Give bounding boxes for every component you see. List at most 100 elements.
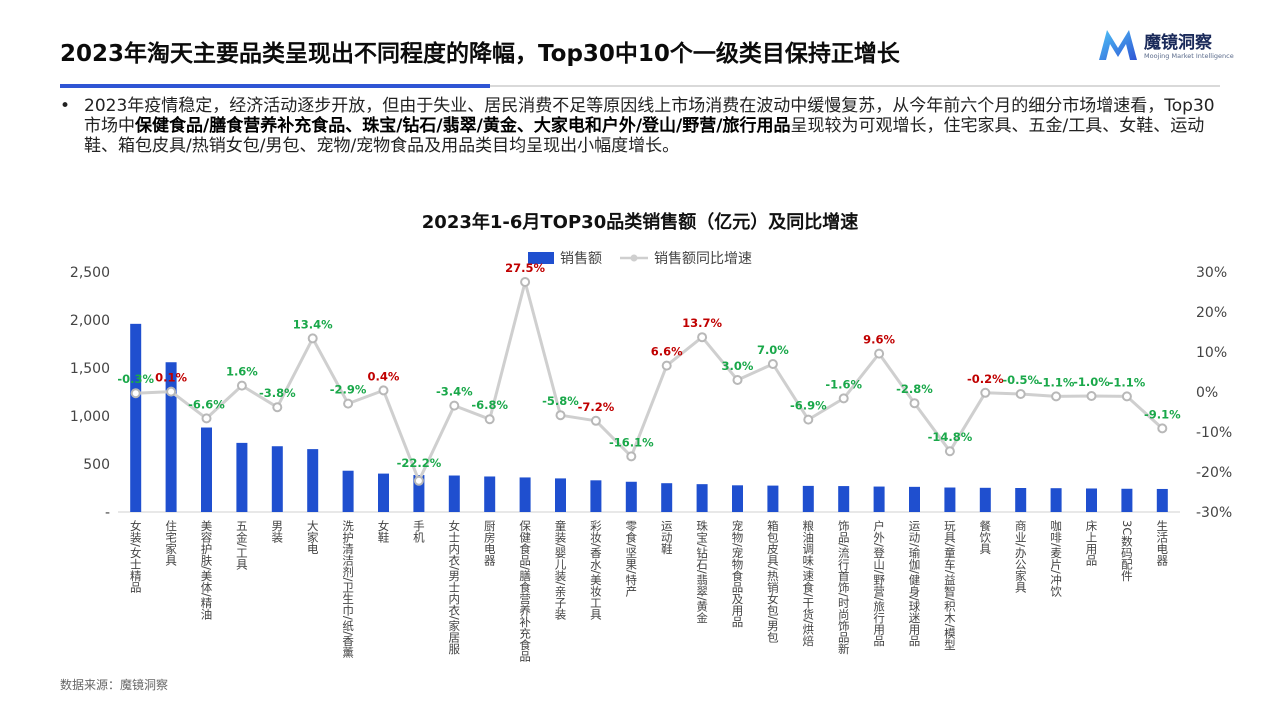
growth-data-label: 3.0%: [722, 359, 754, 373]
summary-segment: 呈现较为可观增长，住宅家具、五金/工具、女鞋、运动鞋、箱包皮具/热销女包/男包、…: [84, 116, 1205, 156]
bar-sales: [271, 446, 283, 512]
page-title: 2023年淘天主要品类呈现出不同程度的降幅，Top30中10个一级类目保持正增长: [60, 41, 900, 67]
growth-point: [378, 385, 389, 396]
bar-sales: [625, 481, 637, 512]
y-left-tick-label: 2,500: [70, 265, 110, 281]
category-label: 零食/坚果/特产: [624, 520, 638, 597]
growth-data-label: -0.2%: [967, 372, 1004, 386]
growth-data-label: -7.2%: [578, 400, 615, 414]
y-right-tick-label: -10%: [1196, 425, 1232, 441]
growth-data-label: 13.4%: [293, 317, 333, 331]
growth-data-label: -1.1%: [1038, 375, 1075, 389]
bar-sales: [378, 473, 389, 512]
category-label: 饰品/流行首饰/时尚饰品新: [837, 519, 851, 654]
growth-point: [732, 375, 743, 385]
y-right-tick-label: 30%: [1196, 265, 1227, 281]
y-right-tick-label: 10%: [1196, 345, 1227, 361]
growth-data-label: -1.0%: [1073, 375, 1110, 389]
moojing-logo-icon: [1099, 30, 1137, 60]
bar-sales: [484, 476, 496, 512]
growth-point: [626, 451, 637, 462]
growth-point: [1015, 389, 1026, 399]
bar-sales: [767, 485, 779, 512]
category-label: 厨房电器: [483, 520, 497, 567]
growth-point: [980, 387, 991, 398]
bar-sales: [1156, 488, 1168, 512]
category-label: 箱包皮具/热销女包/男包: [766, 519, 780, 643]
growth-point: [590, 415, 601, 426]
bar-sales: [130, 323, 142, 512]
y-right-tick-label: -20%: [1196, 465, 1232, 481]
growth-point: [413, 475, 424, 486]
growth-data-label: -1.6%: [825, 377, 862, 391]
y-left-tick-label: 1,000: [70, 409, 110, 425]
growth-data-label: -5.8%: [542, 394, 579, 408]
bar-sales: [342, 470, 354, 512]
growth-data-label: -9.1%: [1144, 407, 1181, 421]
growth-data-label: -22.2%: [397, 456, 442, 470]
growth-point: [1086, 391, 1097, 401]
chart-title: 2023年1-6月TOP30品类销售额（亿元）及同比增速: [421, 212, 859, 233]
sales-growth-chart: 销售额 销售额同比增速 - 500 1,000 1,500 2,000 2,500 -30% -2…: [70, 251, 1232, 662]
category-label: 3C数码配件: [1120, 520, 1134, 582]
growth-point: [166, 386, 177, 397]
growth-line: [135, 280, 1164, 483]
category-label: 保健食品/膳食营养补充食品: [518, 519, 532, 662]
category-label: 咖啡/麦片/冲饮: [1049, 519, 1063, 597]
growth-data-label: -0.3%: [117, 372, 154, 386]
y-left-tick-label: 500: [83, 457, 110, 473]
y-right-tick-label: -30%: [1196, 505, 1232, 521]
bar-sales: [661, 483, 673, 512]
bar-sales: [838, 486, 850, 512]
category-label: 生活电器: [1155, 519, 1169, 567]
bar-sales: [732, 485, 743, 512]
growth-point: [661, 360, 672, 371]
bar-sales: [909, 486, 920, 512]
legend-line-marker: [630, 254, 638, 262]
growth-data-label: 27.5%: [505, 261, 545, 275]
bar-sales: [413, 475, 425, 512]
bar-sales: [307, 449, 319, 512]
growth-point: [555, 410, 566, 421]
growth-data-label: 9.6%: [863, 333, 895, 347]
bar-sales: [1015, 488, 1027, 512]
growth-data-label: -6.8%: [471, 398, 508, 412]
growth-point: [838, 393, 849, 404]
growth-data-label: -6.9%: [790, 399, 827, 413]
category-label: 女鞋: [377, 519, 391, 544]
growth-data-label: -14.8%: [928, 430, 973, 444]
category-label: 童装/婴儿装/亲子装: [554, 519, 568, 620]
y-right-tick-label: 20%: [1196, 305, 1227, 321]
bar-sales: [1086, 488, 1097, 512]
bar-sales: [1121, 488, 1133, 512]
growth-point: [343, 398, 354, 409]
category-label: 住宅家具: [164, 519, 178, 566]
title-divider-accent: [60, 84, 490, 88]
bar-sales: [236, 442, 248, 512]
y-left-tick-label: -: [105, 505, 110, 521]
category-label: 粮油调味/速食/干货/烘焙: [801, 519, 815, 647]
growth-point: [272, 402, 283, 413]
category-label: 美容护肤/美体/精油: [200, 519, 214, 620]
growth-data-label: -1.1%: [1109, 375, 1146, 389]
bar-sales: [165, 362, 177, 512]
data-source: 数据来源：魔镜洞察: [60, 678, 169, 692]
growth-data-label: 1.6%: [226, 365, 258, 379]
growth-point: [697, 332, 708, 343]
category-label: 五金/工具: [235, 520, 249, 570]
bullet-dot: •: [60, 96, 71, 116]
category-label: 手机: [412, 519, 426, 543]
category-label: 大家电: [306, 519, 320, 554]
growth-point: [909, 398, 920, 409]
growth-data-label: -3.8%: [259, 386, 296, 400]
growth-point: [767, 359, 778, 369]
category-label: 运动/瑜伽/健身/球迷用品: [908, 520, 922, 647]
bar-sales: [1050, 488, 1062, 512]
growth-point: [520, 277, 531, 287]
growth-data-label: -0.5%: [1002, 373, 1039, 387]
category-label: 彩妆/香水/美妆工具: [589, 520, 603, 620]
category-label: 男装: [270, 520, 284, 544]
category-label: 珠宝/钻石/翡翠/黄金: [695, 519, 709, 624]
bar-sales: [448, 475, 460, 512]
title-divider: [60, 85, 1220, 87]
